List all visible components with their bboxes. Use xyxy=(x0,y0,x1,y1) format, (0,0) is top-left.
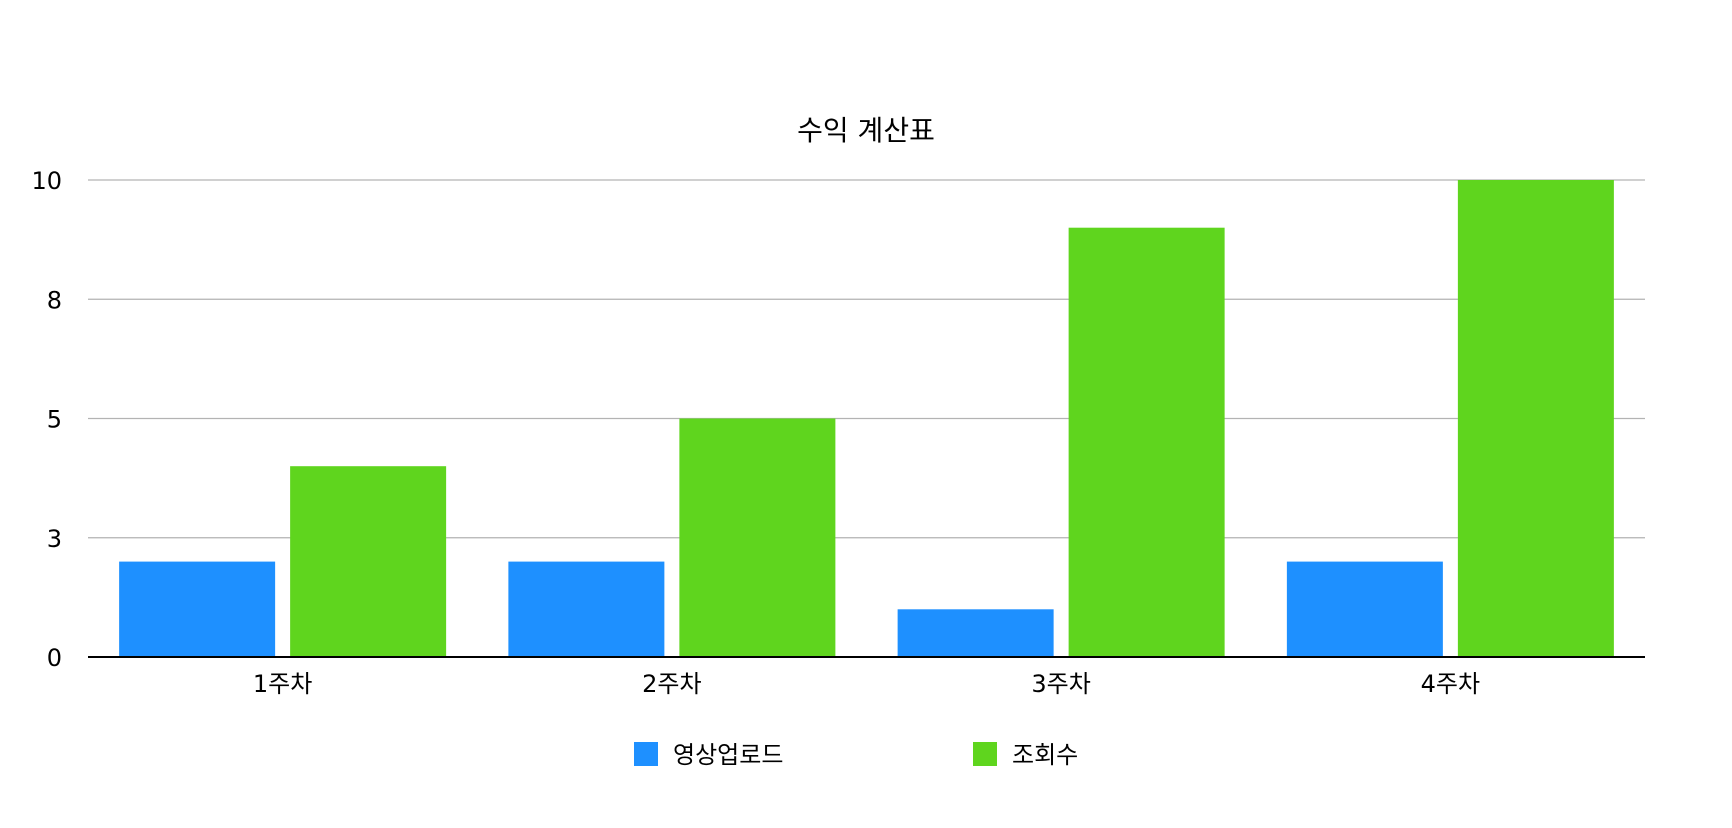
y-tick-label: 8 xyxy=(47,286,62,314)
x-tick-label: 1주차 xyxy=(253,670,312,698)
bar-uploads xyxy=(897,609,1054,657)
y-tick-label: 10 xyxy=(31,167,62,195)
bar-views xyxy=(679,418,836,657)
legend: 영상업로드 조회수 xyxy=(634,741,1078,769)
legend-swatch xyxy=(634,742,658,766)
x-tick-label: 4주차 xyxy=(1421,670,1480,698)
y-tick-label: 3 xyxy=(47,525,62,553)
bar-views xyxy=(1068,227,1225,657)
bar-uploads xyxy=(508,561,665,657)
gridlines xyxy=(88,179,1645,539)
y-tick-label: 0 xyxy=(47,644,62,672)
legend-label: 영상업로드 xyxy=(673,741,783,769)
legend-swatch xyxy=(973,742,997,766)
bar-views xyxy=(1457,180,1614,657)
x-tick-label: 3주차 xyxy=(1031,670,1090,698)
bar-uploads xyxy=(119,561,276,657)
x-tick-label: 2주차 xyxy=(642,670,701,698)
bar-uploads xyxy=(1286,561,1443,657)
chart-title: 수익 계산표 xyxy=(797,114,935,147)
x-axis-tick-labels: 1주차 2주차 3주차 4주차 xyxy=(253,670,1480,698)
legend-label: 조회수 xyxy=(1012,741,1078,769)
bar-views xyxy=(290,466,447,657)
y-tick-label: 5 xyxy=(47,406,62,434)
bars xyxy=(119,180,1614,657)
y-axis-tick-labels: 0 3 5 8 10 xyxy=(31,167,62,672)
